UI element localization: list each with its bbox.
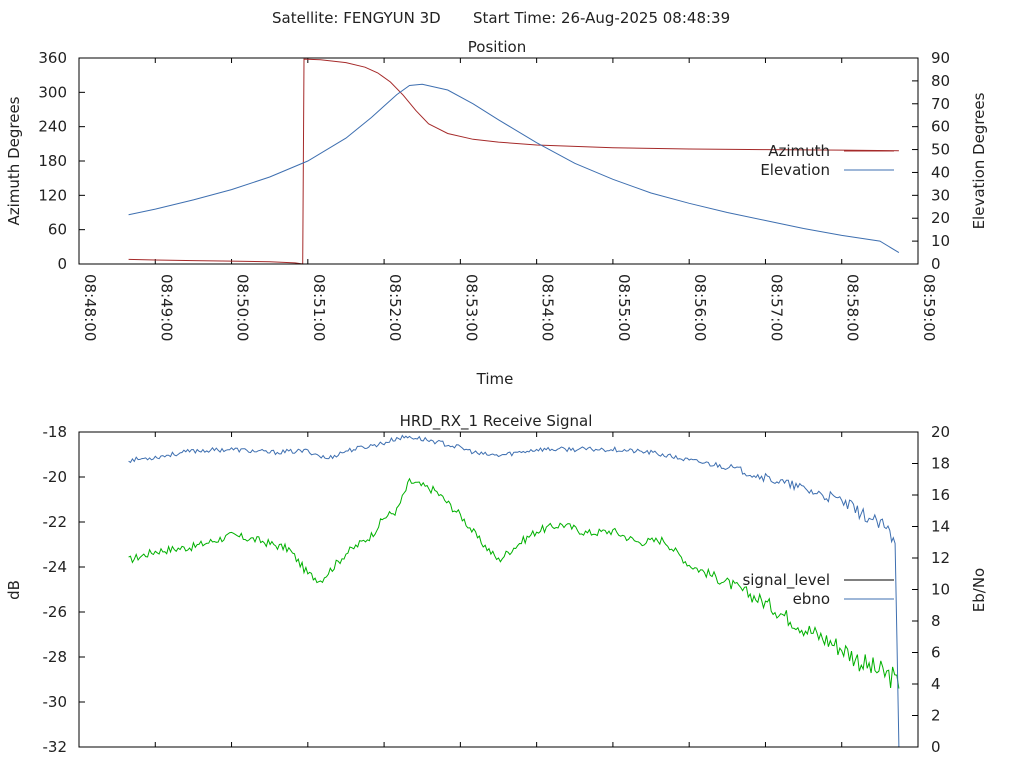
x-tick-label: 08:54:00 bbox=[539, 274, 557, 341]
y-tick-label: 0 bbox=[57, 255, 67, 273]
signal-series-group bbox=[128, 434, 900, 748]
ebno-tick-labels: 0 2 4 6 8 10 12 14 16 18 20 bbox=[931, 423, 950, 756]
y-tick-label: -22 bbox=[43, 513, 68, 531]
series-line-azimuth bbox=[128, 58, 899, 265]
y-tick-label: -28 bbox=[43, 648, 68, 666]
y2-tick-label: 0 bbox=[931, 255, 941, 273]
position-legend: Azimuth Elevation bbox=[760, 142, 894, 179]
y2-tick-label: 4 bbox=[931, 675, 941, 693]
db-axis-label: dB bbox=[5, 580, 23, 600]
y2-tick-label: 90 bbox=[931, 49, 950, 67]
y-tick-label: -20 bbox=[43, 468, 68, 486]
y2-tick-label: 0 bbox=[931, 738, 941, 756]
ebno-axis-label: Eb/No bbox=[970, 568, 988, 612]
x-tick-label: 08:55:00 bbox=[615, 274, 633, 341]
signal-plot-frame bbox=[78, 431, 919, 748]
x-tick-label: 08:57:00 bbox=[767, 274, 785, 341]
series-line-ebno bbox=[128, 434, 900, 748]
y2-tick-label: 12 bbox=[931, 549, 950, 567]
y2-tick-label: 50 bbox=[931, 141, 950, 159]
legend-signal-level-label: signal_level bbox=[742, 571, 830, 590]
y2-tick-label: 40 bbox=[931, 163, 950, 181]
y2-tick-label: 30 bbox=[931, 186, 950, 204]
x-tick-label: 08:56:00 bbox=[691, 274, 709, 341]
y-tick-label: -26 bbox=[43, 603, 68, 621]
position-chart-title: Position bbox=[468, 38, 526, 56]
y2-tick-label: 2 bbox=[931, 707, 941, 725]
time-tick-labels: 08:48:00 08:49:00 08:50:00 08:51:00 08:52:00… bbox=[81, 274, 938, 341]
x-tick-label: 08:58:00 bbox=[844, 274, 862, 341]
x-tick-label: 08:49:00 bbox=[157, 274, 175, 341]
y-tick-label: 360 bbox=[38, 49, 67, 67]
position-series-group bbox=[128, 58, 900, 265]
x-tick-label: 08:48:00 bbox=[81, 274, 99, 341]
y-tick-label: 180 bbox=[38, 152, 67, 170]
y2-tick-label: 20 bbox=[931, 423, 950, 441]
elevation-axis-label: Elevation Degrees bbox=[970, 92, 988, 229]
position-chart: Position 0 60 120 180 240 300 360 0 10 20 30 40 50 6… bbox=[5, 38, 988, 388]
y-tick-label: 120 bbox=[38, 186, 67, 204]
y2-tick-label: 70 bbox=[931, 95, 950, 113]
y2-tick-label: 80 bbox=[931, 72, 950, 90]
x-tick-label: 08:50:00 bbox=[234, 274, 252, 341]
y2-tick-label: 60 bbox=[931, 118, 950, 136]
series-line-signal-level bbox=[128, 477, 900, 689]
y2-tick-label: 14 bbox=[931, 518, 950, 536]
receive-signal-chart-title: HRD_RX_1 Receive Signal bbox=[400, 412, 593, 431]
y-tick-label: -32 bbox=[43, 738, 68, 756]
azimuth-axis-label: Azimuth Degrees bbox=[5, 96, 23, 225]
x-tick-label: 08:52:00 bbox=[386, 274, 404, 341]
azimuth-tick-labels: 0 60 120 180 240 300 360 bbox=[38, 49, 67, 273]
y2-tick-label: 8 bbox=[931, 612, 941, 630]
y2-tick-label: 6 bbox=[931, 644, 941, 662]
y2-tick-label: 18 bbox=[931, 455, 950, 473]
y-tick-label: -24 bbox=[43, 558, 68, 576]
series-line-elevation bbox=[128, 83, 900, 254]
x-tick-label: 08:51:00 bbox=[310, 274, 328, 341]
position-plot-frame bbox=[78, 57, 919, 265]
y-tick-label: -18 bbox=[43, 423, 68, 441]
y2-tick-label: 20 bbox=[931, 209, 950, 227]
y2-tick-label: 16 bbox=[931, 486, 950, 504]
x-tick-label: 08:53:00 bbox=[462, 274, 480, 341]
x-tick-label: 08:59:00 bbox=[920, 274, 938, 341]
y-tick-label: 300 bbox=[38, 83, 67, 101]
db-tick-labels: -32 -30 -28 -26 -24 -22 -20 -18 bbox=[43, 423, 68, 756]
time-axis-label: Time bbox=[476, 370, 514, 388]
y2-tick-label: 10 bbox=[931, 581, 950, 599]
legend-ebno-label: ebno bbox=[793, 590, 830, 608]
y-tick-label: 60 bbox=[48, 221, 67, 239]
start-time-label: Start Time: 26-Aug-2025 08:48:39 bbox=[473, 9, 730, 27]
elevation-tick-labels: 0 10 20 30 40 50 60 70 80 90 bbox=[931, 49, 950, 273]
legend-elevation-label: Elevation bbox=[760, 161, 830, 179]
receive-signal-chart: HRD_RX_1 Receive Signal -32-30-28-26-24-… bbox=[5, 412, 988, 756]
legend-azimuth-label: Azimuth bbox=[768, 142, 830, 160]
y-tick-label: 240 bbox=[38, 118, 67, 136]
signal-legend: signal_level ebno bbox=[742, 571, 894, 608]
y2-tick-label: 10 bbox=[931, 232, 950, 250]
satellite-label: Satellite: FENGYUN 3D bbox=[272, 9, 441, 27]
y-tick-label: -30 bbox=[43, 693, 68, 711]
